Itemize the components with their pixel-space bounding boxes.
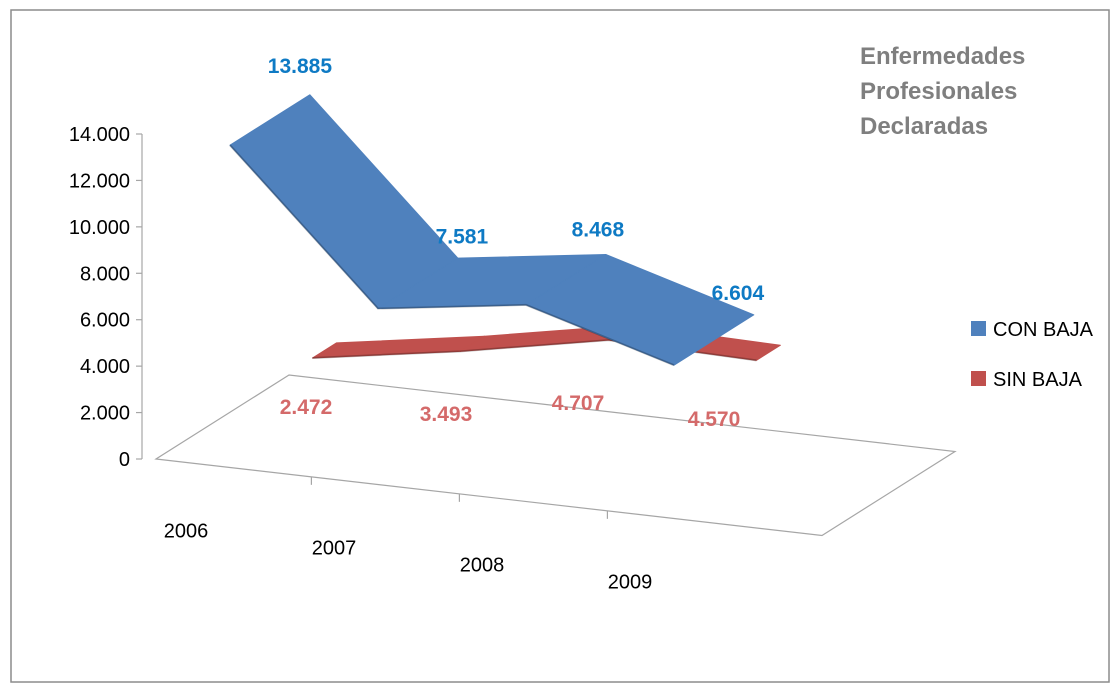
con-baja-ribbon-edge [229,144,675,367]
floor-plane [154,374,957,537]
y-tick-label: 14.000 [69,124,130,146]
chart-title-line-3: Declaradas [860,113,988,140]
data-label-con-baja: 6.604 [712,282,765,305]
legend-swatch-con-baja [971,321,986,336]
chart-title-line-2: Profesionales [860,78,1017,105]
chart-title-line-1: Enfermedades [860,43,1025,70]
ribbons-group [229,94,781,367]
data-label-sin-baja: 2.472 [280,396,333,419]
y-tick-label: 6.000 [80,310,130,332]
data-label-con-baja: 13.885 [268,55,333,78]
x-tick-label: 2008 [460,555,505,577]
data-label-con-baja: 8.468 [572,219,625,242]
y-tick-label: 8.000 [80,263,130,285]
legend-label-sin-baja: SIN BAJA [993,369,1083,391]
legend-label-con-baja: CON BAJA [993,319,1094,341]
y-tick-label: 2.000 [80,403,130,425]
y-tick-label: 12.000 [69,170,130,192]
axes-group: 0 2.000 4.000 6.000 8.000 10.000 12.000 14.000 2… [69,124,957,594]
x-tick-label: 2009 [608,572,653,594]
con-baja-ribbon-segment [525,254,755,366]
data-label-con-baja: 7.581 [436,225,489,248]
data-labels-group: 13.885 7.581 8.468 6.604 2.472 3.493 4.707 4.57… [268,55,765,431]
data-label-sin-baja: 4.707 [552,392,605,415]
data-label-sin-baja: 3.493 [420,403,473,426]
legend: CON BAJA SIN BAJA [971,319,1094,391]
legend-swatch-sin-baja [971,371,986,386]
data-label-sin-baja: 4.570 [688,408,741,431]
y-tick-label: 0 [119,449,130,471]
y-tick-label: 4.000 [80,356,130,378]
y-tick-label: 10.000 [69,217,130,239]
chart-border [10,9,1110,683]
x-tick-label: 2007 [312,538,357,560]
x-tick-label: 2006 [164,521,209,543]
